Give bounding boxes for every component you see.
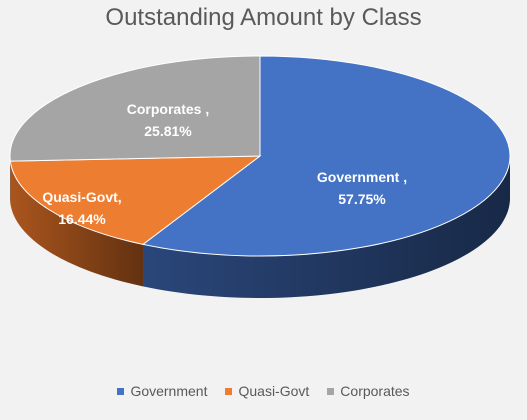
data-label-government: Government , 57.75%: [317, 169, 407, 207]
legend-item-government[interactable]: Government: [117, 383, 207, 399]
data-label-percent-government: 57.75%: [338, 191, 386, 207]
chart-title: Outstanding Amount by Class: [105, 4, 422, 31]
data-label-name-quasi-govt: Quasi-Govt,: [42, 189, 121, 205]
legend: Government Quasi-Govt Corporates: [0, 383, 527, 399]
data-label-corporates: Corporates , 25.81%: [127, 101, 209, 139]
legend-swatch-corporates: [327, 387, 335, 395]
legend-label-quasi-govt: Quasi-Govt: [238, 383, 310, 399]
legend-item-quasi-govt[interactable]: Quasi-Govt: [225, 383, 309, 399]
legend-swatch-government: [117, 387, 125, 395]
legend-swatch-quasi-govt: [225, 387, 233, 395]
data-label-percent-corporates: 25.81%: [144, 123, 192, 139]
pie-side-walls: [10, 156, 510, 298]
pie-slice-government[interactable]: [141, 55, 511, 257]
pie-slice-corporates[interactable]: [9, 55, 261, 162]
data-label-name-government: Government ,: [317, 169, 407, 185]
pie-slice-quasi-govt[interactable]: [9, 155, 262, 245]
data-label-name-corporates: Corporates ,: [127, 101, 209, 117]
legend-item-corporates[interactable]: Corporates: [327, 383, 410, 399]
pie-top-slices: [9, 55, 511, 257]
pie-side-shade-government: [143, 156, 510, 298]
pie-side-shade-quasi-govt: [10, 161, 144, 287]
legend-label-corporates: Corporates: [340, 383, 410, 399]
data-label-percent-quasi-govt: 16.44%: [58, 211, 106, 227]
legend-label-government: Government: [130, 383, 208, 399]
data-label-quasi-govt: Quasi-Govt, 16.44%: [42, 189, 121, 227]
pie-plot: Government , 57.75% Quasi-Govt, 16.44% Corpo…: [9, 55, 511, 298]
pie-data-labels: Government , 57.75% Quasi-Govt, 16.44% Corpo…: [42, 101, 407, 227]
